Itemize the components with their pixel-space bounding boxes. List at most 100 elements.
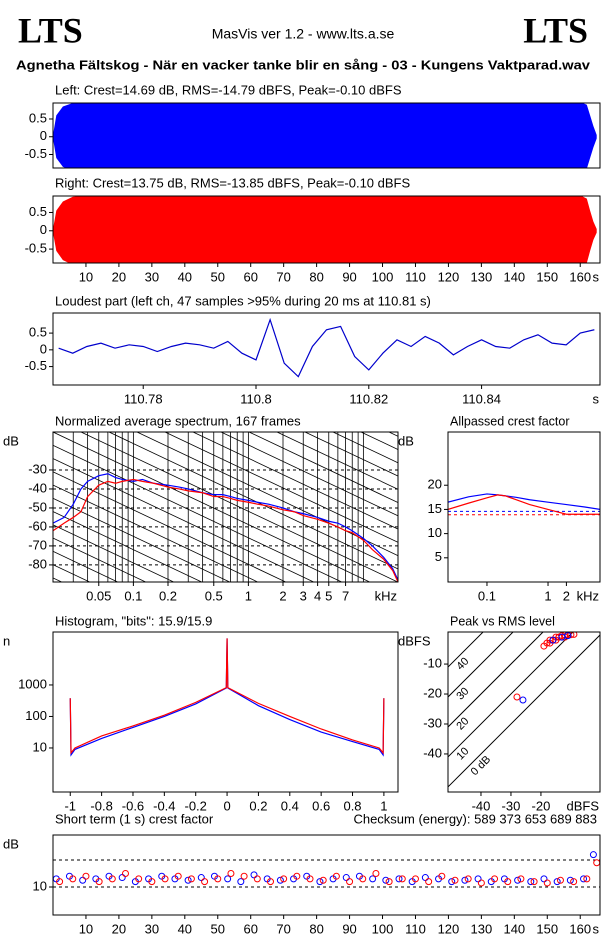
crest-line: [448, 632, 514, 698]
x-tick-label: 70: [276, 921, 290, 936]
x-tick-label: 10: [79, 921, 93, 936]
crest-line: [448, 632, 574, 758]
series-line: [53, 478, 398, 582]
point: [56, 878, 64, 886]
point: [108, 875, 116, 883]
plot-area: [53, 851, 600, 888]
y-tick-label: 5: [435, 549, 442, 564]
point: [438, 872, 446, 880]
plot-area: [53, 103, 597, 168]
point: [425, 878, 433, 886]
chart-title: Loudest part (left ch, 47 samples >95% d…: [55, 293, 431, 308]
point: [276, 876, 284, 884]
x-tick-label: 0.1: [478, 588, 496, 603]
x-tick-label: 40: [178, 269, 192, 284]
point: [148, 878, 156, 886]
point: [517, 875, 525, 883]
reference-slope: [53, 444, 343, 582]
point: [197, 874, 205, 882]
y-tick-label: -70: [28, 537, 47, 552]
point: [474, 875, 482, 883]
point: [398, 875, 406, 883]
x-tick-label: 0.2: [159, 588, 177, 603]
crest-line-label: 0 dB: [469, 754, 493, 778]
x-tick-label: 0.2: [249, 798, 267, 813]
series-line: [69, 638, 385, 755]
series-line: [448, 493, 600, 511]
x-axis-label: dBFS: [566, 798, 599, 813]
y-tick-label: -20: [423, 685, 442, 700]
y-tick-label: 0.5: [29, 204, 47, 219]
point: [464, 875, 472, 883]
x-tick-label: 120: [438, 921, 460, 936]
point: [346, 878, 354, 886]
point: [570, 878, 578, 886]
reference-slope: [417, 432, 606, 612]
waveform: [53, 196, 597, 263]
x-axis-label: s: [593, 391, 600, 406]
point: [372, 870, 380, 878]
point: [566, 876, 574, 884]
x-tick-label: 50: [211, 921, 225, 936]
point: [451, 876, 459, 884]
y-axis-label: dB: [398, 433, 414, 448]
x-tick-label: 0.1: [124, 588, 142, 603]
point: [359, 875, 367, 883]
annotation: Checksum (energy): 589 373 653 689 883: [353, 811, 597, 826]
point: [369, 875, 377, 883]
y-tick-label: 0.5: [29, 325, 47, 340]
point: [461, 876, 469, 884]
reference-slope: [53, 577, 63, 582]
x-tick-label: 0: [223, 798, 230, 813]
x-tick-label: 150: [536, 921, 558, 936]
series-line: [448, 494, 600, 515]
point: [411, 875, 419, 883]
x-tick-label: -40: [472, 798, 491, 813]
y-tick-label: 20: [428, 477, 442, 492]
x-tick-label: 110: [405, 921, 426, 936]
x-tick-label: 0.4: [281, 798, 299, 813]
plot-area: [53, 196, 597, 263]
point: [253, 875, 261, 883]
reference-slope: [53, 497, 231, 582]
y-tick-label: 0: [40, 222, 47, 237]
x-tick-label: -0.2: [185, 798, 207, 813]
y-tick-label: 0.5: [29, 110, 47, 125]
chart-title: Peak vs RMS level: [450, 614, 555, 628]
x-tick-label: 110: [405, 269, 426, 284]
point: [82, 872, 90, 880]
point: [69, 875, 77, 883]
x-tick-label: 130: [471, 269, 493, 284]
point: [224, 875, 232, 883]
point: [161, 875, 169, 883]
x-axis-label: kHz: [577, 588, 599, 603]
plot-frame: [52, 834, 601, 916]
y-tick-label: 10: [33, 878, 47, 893]
point: [316, 878, 324, 886]
point: [589, 851, 597, 859]
point: [79, 876, 87, 884]
chart-title: Allpassed crest factor: [450, 414, 570, 428]
x-tick-label: 7: [342, 588, 349, 603]
x-tick-label: 40: [178, 921, 192, 936]
x-tick-label: 30: [145, 921, 159, 936]
point: [237, 878, 245, 886]
y-tick-label: -50: [28, 499, 47, 514]
point: [556, 876, 564, 884]
x-tick-label: 5: [325, 588, 332, 603]
point: [332, 872, 340, 880]
reference-slope: [276, 432, 398, 490]
point: [214, 875, 222, 883]
x-tick-label: 20: [112, 921, 126, 936]
plot-frame: [447, 431, 601, 583]
x-tick-label: 60: [243, 921, 257, 936]
x-tick-label: 30: [145, 269, 159, 284]
x-tick-label: 160: [569, 269, 591, 284]
y-axis-label: dB: [3, 836, 19, 851]
x-axis-label: s: [593, 269, 600, 284]
plot-frame: [52, 102, 601, 169]
x-tick-label: 160: [569, 921, 591, 936]
reference-slope: [53, 432, 371, 582]
x-tick-label: 60: [243, 269, 257, 284]
point: [519, 696, 527, 704]
